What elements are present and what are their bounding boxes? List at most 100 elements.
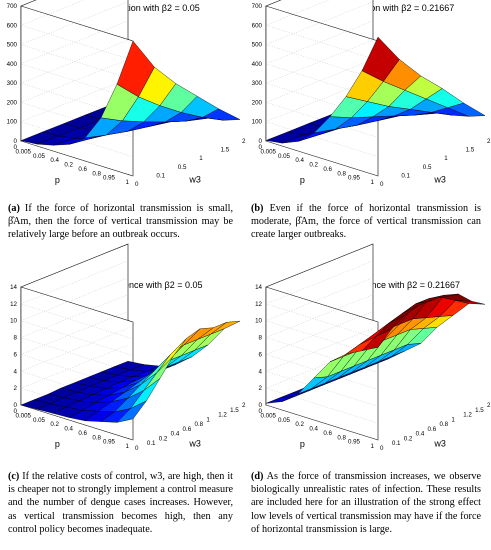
w3-tick-label: 0.6 bbox=[428, 426, 437, 433]
z-tick-label: 0 bbox=[259, 402, 263, 409]
w3-axis-label: w3 bbox=[433, 175, 446, 185]
plot-title: Objective Function with β2 = 0.21667 bbox=[305, 3, 455, 13]
z-gridline bbox=[20, 277, 129, 321]
p-tick-label: 0.8 bbox=[92, 434, 101, 441]
w3-tick-label: 2 bbox=[487, 138, 491, 145]
z-gridline bbox=[265, 286, 379, 323]
p-tick-label: 0.2 bbox=[309, 162, 318, 169]
p-tick-label: 0 bbox=[259, 144, 263, 151]
z-gridline bbox=[20, 260, 129, 304]
p-tick-label: 1 bbox=[371, 179, 375, 186]
z-tick-label: 700 bbox=[7, 3, 18, 10]
w3-tick-label: 0.4 bbox=[416, 431, 425, 438]
plot-title: Objective Function with β2 = 0.05 bbox=[66, 3, 200, 13]
p-tick-label: 1 bbox=[371, 443, 375, 450]
z-gridline bbox=[20, 44, 134, 80]
z-gridline bbox=[20, 404, 134, 441]
caption-text: If the force of horizontal transmission … bbox=[8, 203, 233, 241]
z-gridline bbox=[20, 311, 129, 355]
z-gridline bbox=[265, 311, 374, 355]
caption-text: As the force of transmission increases, … bbox=[251, 471, 481, 535]
z-gridline bbox=[265, 78, 374, 122]
p-tick-label: 0.2 bbox=[64, 162, 73, 169]
caption-tag: (d) bbox=[251, 471, 264, 482]
z-gridline bbox=[20, 303, 134, 340]
z-gridline bbox=[265, 44, 379, 80]
w3-tick-label: 0.1 bbox=[392, 440, 401, 447]
z-tick-label: 10 bbox=[10, 318, 17, 325]
z-gridline bbox=[20, 0, 85, 26]
w3-tick-label: 0 bbox=[380, 181, 384, 188]
w3-axis-label: w3 bbox=[188, 175, 201, 185]
z-gridline bbox=[20, 102, 134, 138]
w3-tick-label: 1.5 bbox=[466, 147, 475, 154]
z-gridline bbox=[20, 82, 134, 119]
z-gridline bbox=[20, 40, 129, 84]
w3-axis-label: w3 bbox=[188, 439, 201, 449]
w3-tick-label: 0 bbox=[135, 181, 139, 188]
w3-tick-label: 0 bbox=[135, 445, 139, 452]
w3-tick-label: 2 bbox=[487, 402, 491, 409]
p-tick-label: 0.005 bbox=[261, 148, 277, 155]
z-tick-label: 500 bbox=[7, 42, 18, 49]
w3-tick-label: 1 bbox=[206, 416, 210, 423]
z-gridline bbox=[265, 25, 379, 61]
z-tick-label: 100 bbox=[7, 119, 18, 126]
w3-tick-label: 0.5 bbox=[423, 164, 432, 171]
p-tick-label: 0 bbox=[14, 144, 18, 151]
z-tick-label: 0 bbox=[259, 138, 263, 145]
z-gridline bbox=[265, 260, 374, 304]
w3-tick-label: 0.8 bbox=[439, 421, 448, 428]
surface-plot-b: 010020030040050060070010.950.80.60.20.40… bbox=[252, 0, 491, 188]
w3-tick-label: 2 bbox=[242, 402, 246, 409]
z-gridline bbox=[20, 337, 134, 373]
p-tick-label: 0.005 bbox=[16, 412, 32, 419]
z-gridline bbox=[20, 320, 134, 356]
w3-tick-label: 1 bbox=[444, 155, 448, 162]
w3-tick-label: 0.2 bbox=[159, 435, 168, 442]
z-tick-label: 8 bbox=[14, 335, 18, 342]
z-gridline bbox=[265, 387, 379, 424]
figure-caption-a: (a) If the force of horizontal transmiss… bbox=[8, 202, 233, 242]
z-gridline bbox=[20, 20, 129, 64]
w3-tick-label: 0.1 bbox=[147, 440, 156, 447]
z-tick-label: 400 bbox=[7, 61, 18, 68]
p-tick-label: 0 bbox=[259, 408, 263, 415]
surface-plot-d: 0246810121410.950.80.60.40.20.050.005000… bbox=[255, 243, 491, 452]
z-tick-label: 2 bbox=[14, 385, 18, 392]
z-gridline bbox=[20, 59, 129, 103]
w3-tick-label: 1.2 bbox=[463, 412, 472, 419]
z-gridline bbox=[265, 63, 379, 100]
p-tick-label: 0.6 bbox=[78, 166, 87, 173]
z-tick-label: 300 bbox=[7, 80, 18, 87]
p-axis-label: p bbox=[300, 175, 305, 185]
surface-cell bbox=[116, 40, 155, 98]
z-gridline bbox=[20, 345, 129, 389]
p-tick-label: 0.4 bbox=[309, 426, 318, 433]
caption-text: Even if the force of horizontal transmis… bbox=[251, 203, 481, 241]
z-tick-label: 2 bbox=[259, 385, 263, 392]
z-tick-label: 12 bbox=[10, 301, 17, 308]
surface-plot-a: 010020030040050060070010.950.80.60.20.40… bbox=[7, 0, 246, 188]
z-gridline bbox=[20, 121, 134, 157]
z-tick-label: 14 bbox=[10, 284, 17, 291]
w3-tick-label: 0 bbox=[380, 445, 384, 452]
z-gridline bbox=[265, 121, 379, 157]
w3-tick-label: 2 bbox=[242, 138, 246, 145]
z-gridline bbox=[265, 20, 374, 64]
z-gridline bbox=[265, 345, 374, 389]
z-gridline bbox=[265, 320, 379, 356]
z-gridline bbox=[265, 371, 379, 407]
z-gridline bbox=[265, 354, 379, 390]
caption-tag: (b) bbox=[251, 203, 264, 214]
p-tick-label: 0.8 bbox=[337, 434, 346, 441]
figure-caption-b: (b) Even if the force of horizontal tran… bbox=[251, 202, 481, 242]
surface-cell bbox=[116, 400, 147, 423]
figure-caption-c: (c) If the relative costs of control, w3… bbox=[8, 470, 233, 536]
p-tick-label: 0.005 bbox=[261, 412, 277, 419]
p-tick-label: 0.95 bbox=[348, 175, 361, 182]
w3-axis-label: w3 bbox=[433, 439, 446, 449]
z-gridline bbox=[265, 404, 379, 441]
z-gridline bbox=[20, 1, 129, 45]
p-tick-label: 0.05 bbox=[278, 417, 291, 424]
